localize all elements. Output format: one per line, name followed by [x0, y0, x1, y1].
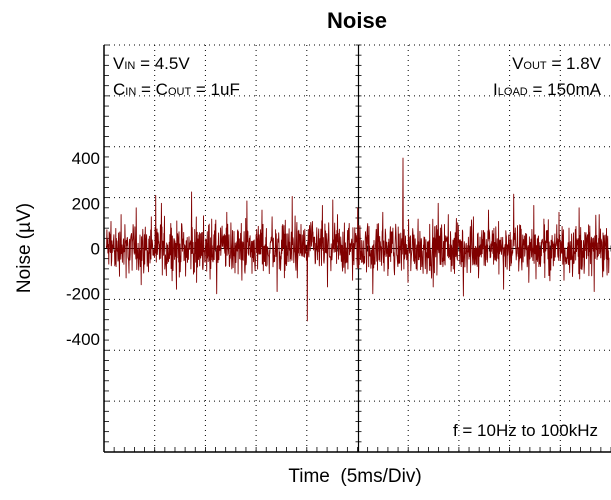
noise-trace — [105, 157, 610, 322]
y-axis-label: Noise (µV) — [14, 203, 35, 293]
y-tick-label: 400 — [72, 149, 100, 168]
x-axis-label: Time (5ms/Div) — [288, 466, 421, 487]
y-tick-label: 0 — [91, 240, 100, 259]
y-tick-label: 200 — [72, 194, 100, 213]
annotation-vout: VOUT = 1.8V — [512, 54, 602, 73]
chart-title: Noise — [327, 8, 387, 33]
annotation-bandwidth: f = 10Hz to 100kHz — [453, 421, 598, 440]
y-tick-label: -200 — [66, 285, 100, 304]
y-tick-label: -400 — [66, 330, 100, 349]
annotation-vin: VIN = 4.5V — [113, 54, 190, 73]
annotation-iload: ILOAD = 150mA — [493, 80, 602, 99]
noise-trace-line — [105, 157, 610, 322]
y-tick-labels: 400 200 0 -200 -400 — [66, 149, 100, 349]
annotation-capacitance: CIN = COUT = 1uF — [113, 80, 240, 99]
